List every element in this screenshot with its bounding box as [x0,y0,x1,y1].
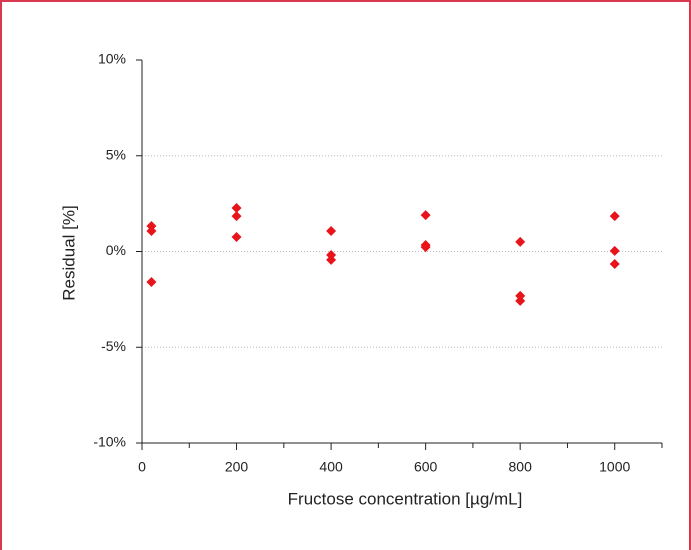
x-tick-label: 600 [414,459,438,475]
point [515,236,526,247]
x-axis-title: Fructose concentration [µg/mL] [288,489,523,508]
point [146,226,157,237]
point [515,295,526,306]
x-tick-label: 0 [138,459,146,475]
y-axis-title: Residual [%] [59,205,78,300]
y-tick-label: 10% [98,51,126,67]
point [609,258,620,269]
point [609,211,620,222]
point [231,211,242,222]
point [420,242,431,253]
x-tick-label: 400 [319,459,343,475]
x-tick-label: 200 [225,459,249,475]
x-tick-label: 800 [509,459,533,475]
point [146,276,157,287]
y-tick-label: 5% [106,146,126,162]
x-tick-label: 1000 [599,459,630,475]
point [420,210,431,221]
point [231,231,242,242]
y-tick-label: 0% [106,242,126,258]
y-tick-label: -10% [93,434,126,450]
point [326,254,337,265]
y-tick-label: -5% [101,338,126,354]
point [609,245,620,256]
point [326,226,337,237]
point [231,203,242,214]
